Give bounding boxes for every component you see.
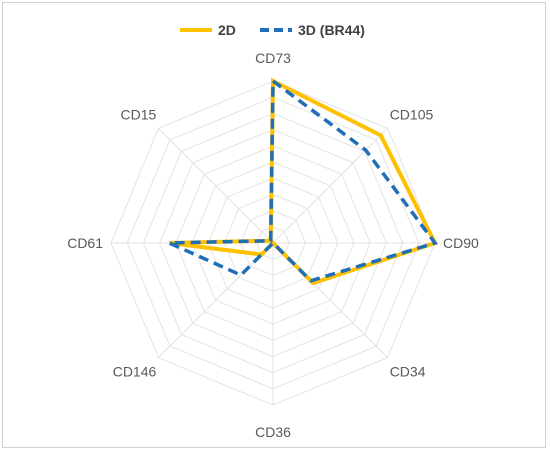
axis-label-cd90: CD90	[443, 235, 479, 251]
grid-spoke	[158, 128, 274, 244]
series-line-2d	[169, 77, 438, 286]
axis-label-cd61: CD61	[67, 235, 103, 251]
radar-series	[168, 77, 438, 286]
axis-label-cd34: CD34	[390, 364, 426, 380]
axis-label-cd15: CD15	[121, 106, 157, 122]
axis-label-cd36: CD36	[255, 424, 291, 440]
chart-area	[2, 2, 546, 448]
axis-label-cd73: CD73	[255, 50, 291, 66]
legend-label-3d: 3D (BR44)	[298, 22, 365, 38]
grid-spoke	[272, 128, 388, 244]
axis-label-cd105: CD105	[390, 106, 434, 122]
axis-labels: CD73 CD105 CD90 CD34 CD36 CD146 CD61 CD15	[67, 50, 479, 440]
legend: 2D 3D (BR44)	[180, 22, 365, 38]
legend-label-2d: 2D	[218, 22, 236, 38]
axis-label-cd146: CD146	[113, 364, 157, 380]
